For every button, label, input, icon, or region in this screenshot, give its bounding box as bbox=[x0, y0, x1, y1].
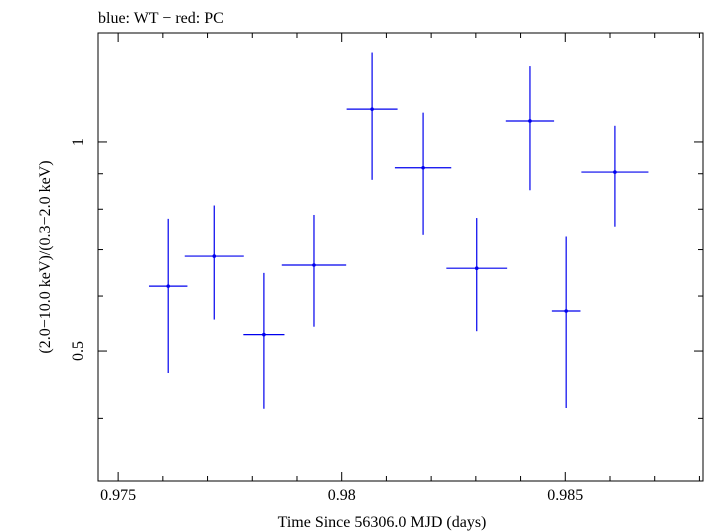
point-marker bbox=[613, 170, 617, 174]
point-marker bbox=[474, 266, 479, 271]
data-point bbox=[394, 112, 452, 235]
data-point bbox=[551, 236, 581, 408]
data-point bbox=[581, 125, 649, 227]
point-marker bbox=[212, 254, 217, 258]
data-point bbox=[243, 272, 285, 409]
point-marker bbox=[421, 165, 425, 170]
point-marker bbox=[312, 263, 316, 267]
data-point bbox=[446, 218, 508, 332]
y-axis-label: (2.0−10.0 keV)/(0.3−2.0 keV) bbox=[37, 160, 54, 353]
plot-frame bbox=[97, 32, 704, 482]
axis-ticks bbox=[98, 33, 703, 481]
y-tick-label: 0.5 bbox=[70, 341, 87, 361]
data-point bbox=[184, 205, 244, 320]
x-axis-label: Time Since 56306.0 MJD (days) bbox=[278, 514, 487, 531]
point-marker bbox=[564, 309, 568, 313]
point-marker bbox=[370, 107, 374, 111]
point-marker bbox=[166, 284, 171, 288]
data-series bbox=[148, 52, 649, 409]
data-point bbox=[505, 66, 555, 191]
point-marker bbox=[528, 119, 532, 123]
axis-tick-labels: 0.975 0.98 0.985 0.5 1 bbox=[70, 138, 583, 504]
x-tick-label: 0.98 bbox=[328, 487, 356, 504]
point-marker bbox=[262, 332, 266, 337]
data-point bbox=[346, 52, 398, 180]
chart-title: blue: WT − red: PC bbox=[98, 10, 224, 27]
data-point bbox=[281, 214, 347, 327]
data-point bbox=[148, 218, 188, 373]
x-tick-label: 0.985 bbox=[547, 487, 583, 504]
x-tick-label: 0.975 bbox=[100, 487, 136, 504]
y-tick-label: 1 bbox=[70, 138, 87, 146]
